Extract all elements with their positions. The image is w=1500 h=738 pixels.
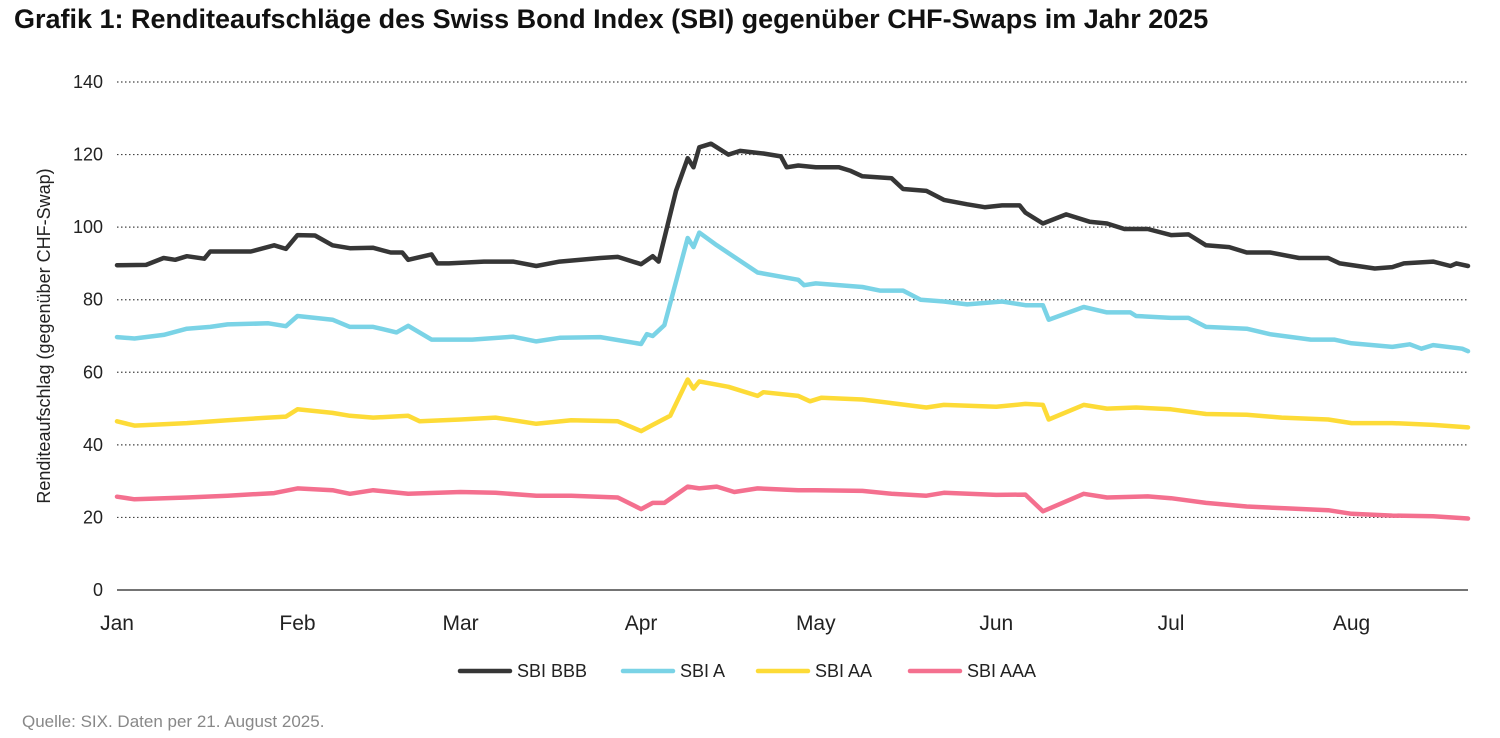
legend-label: SBI BBB	[517, 661, 587, 681]
series-line-sbi-aaa	[114, 484, 1471, 521]
y-tick-label: 60	[83, 362, 103, 382]
y-tick-label: 100	[73, 217, 103, 237]
y-tick-label: 120	[73, 145, 103, 165]
x-tick-label: Aug	[1333, 612, 1370, 635]
series-line-sbi-aa	[114, 377, 1471, 434]
series-line-sbi-bbb	[114, 141, 1471, 271]
legend-label: SBI A	[680, 661, 725, 681]
y-tick-label: 0	[93, 580, 103, 600]
y-tick-label: 80	[83, 290, 103, 310]
source-note: Quelle: SIX. Daten per 21. August 2025.	[22, 712, 325, 731]
y-axis-label: Renditeaufschlag (gegenüber CHF-Swap)	[34, 168, 54, 503]
series-line-sbi-a	[114, 230, 1471, 354]
x-tick-label: Apr	[625, 612, 658, 635]
x-tick-label: Jul	[1158, 612, 1185, 635]
x-tick-label: Jan	[100, 612, 134, 635]
chart-title: Grafik 1: Renditeaufschläge des Swiss Bo…	[14, 4, 1209, 34]
x-tick-label: Mar	[442, 612, 478, 635]
y-tick-label: 140	[73, 72, 103, 92]
x-tick-label: Jun	[979, 612, 1013, 635]
legend-label: SBI AAA	[967, 661, 1036, 681]
y-tick-label: 20	[83, 507, 103, 527]
x-tick-label: May	[796, 612, 836, 635]
y-tick-label: 40	[83, 435, 103, 455]
legend-label: SBI AA	[815, 661, 872, 681]
x-tick-label: Feb	[279, 612, 315, 635]
